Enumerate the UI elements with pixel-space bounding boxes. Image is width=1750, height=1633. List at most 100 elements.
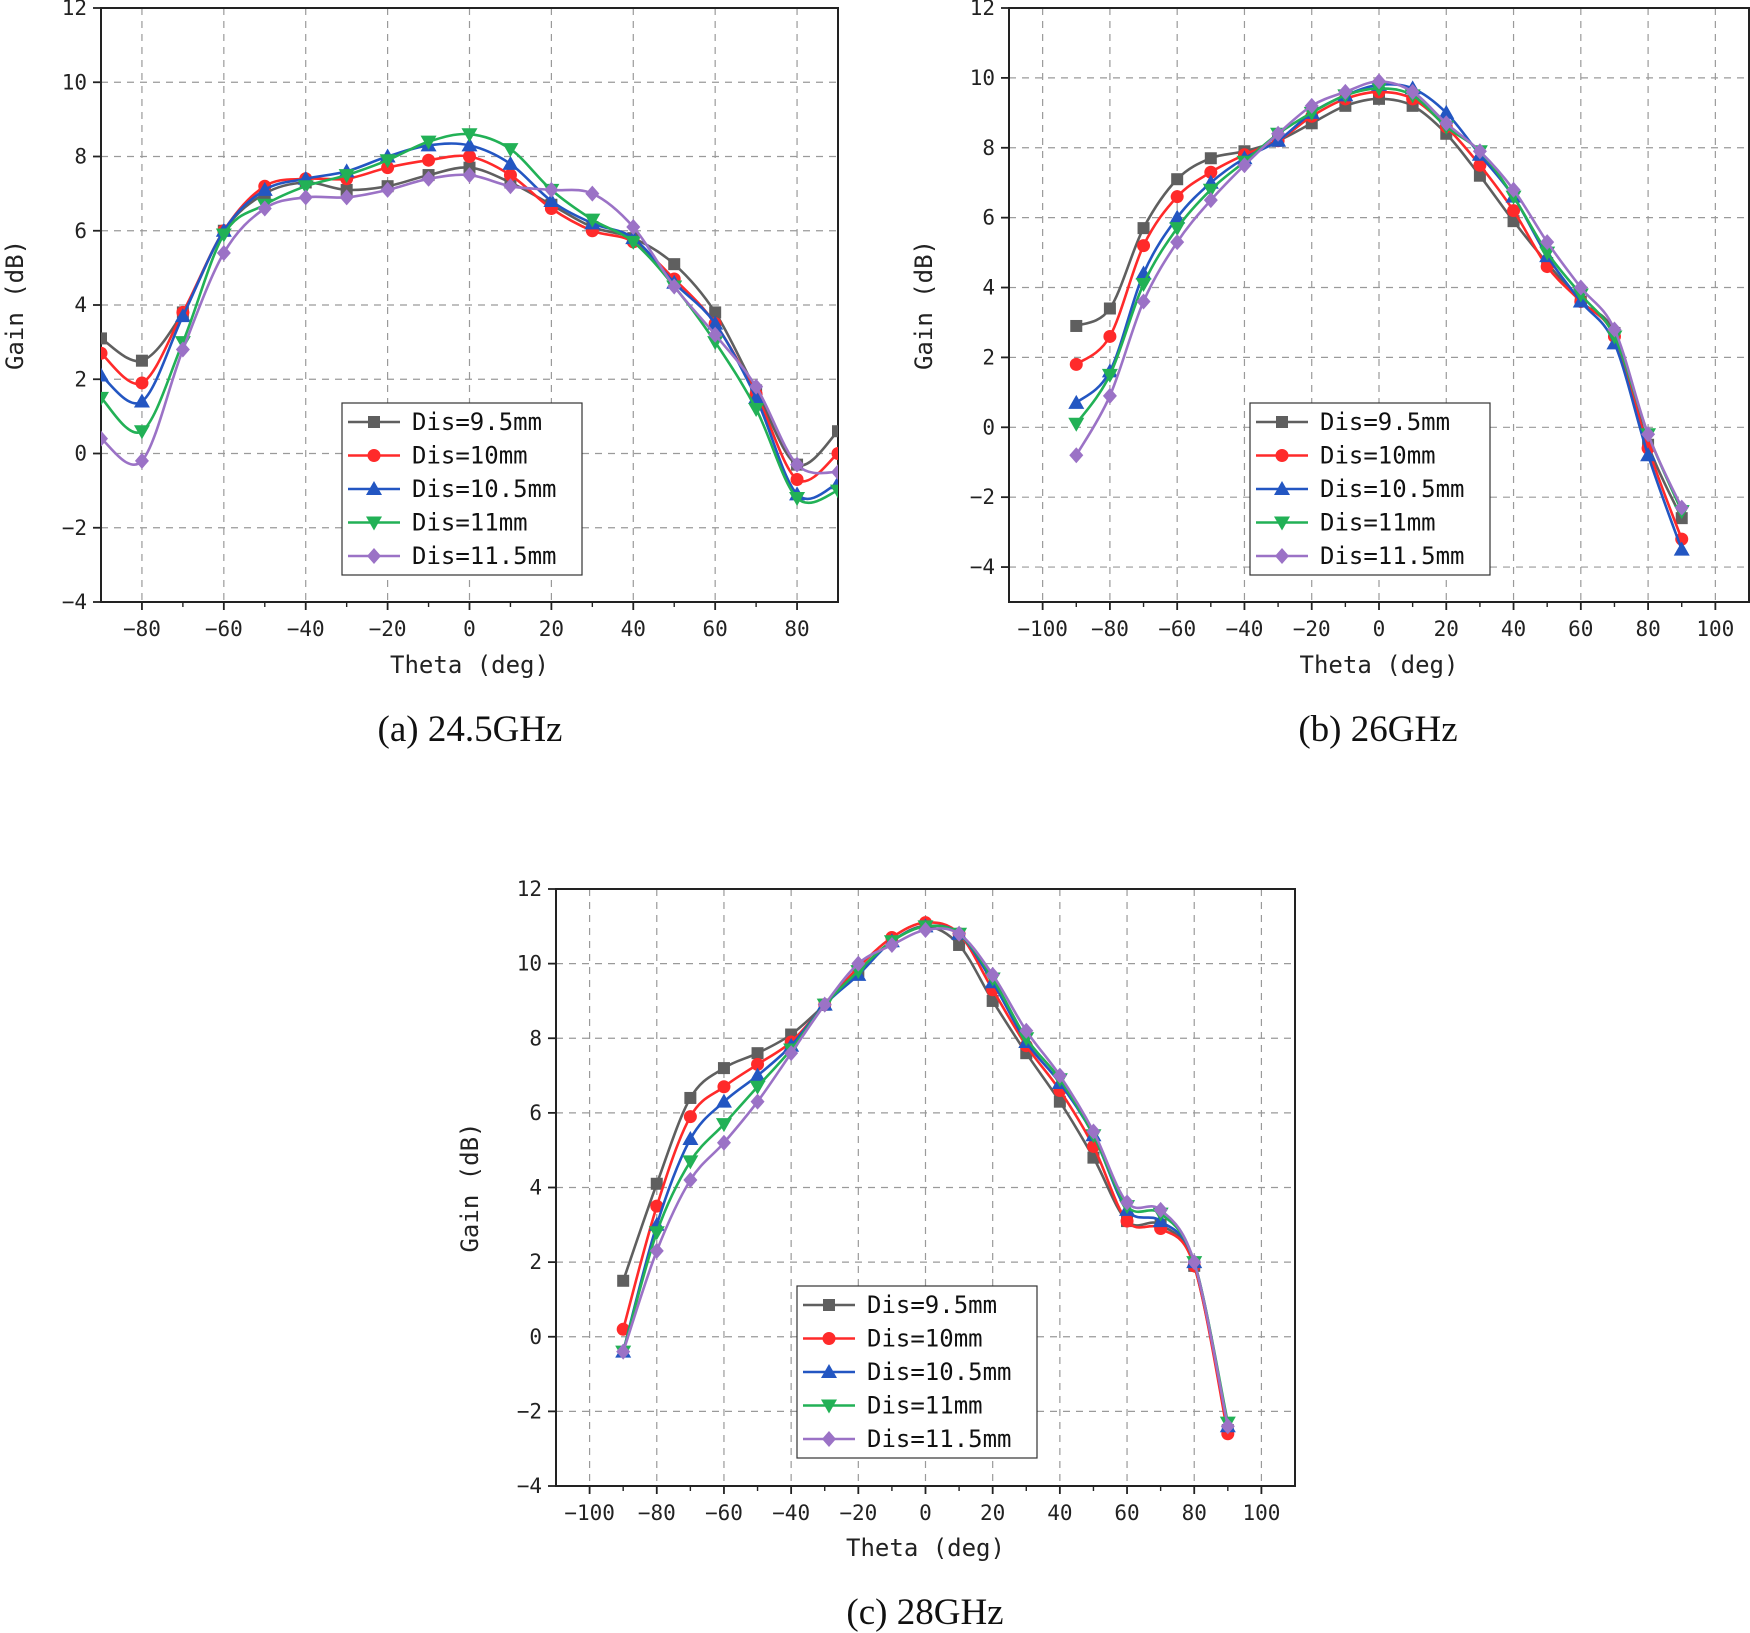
y-tick-label: 12 bbox=[517, 877, 542, 901]
data-point bbox=[617, 1274, 630, 1287]
data-point bbox=[1473, 158, 1487, 172]
y-tick-label: 10 bbox=[517, 952, 542, 976]
data-point bbox=[1052, 1067, 1067, 1084]
data-point bbox=[817, 996, 832, 1013]
legend-label: Dis=11mm bbox=[1320, 509, 1436, 537]
y-tick-label: −4 bbox=[517, 1474, 542, 1498]
legend-item: Dis=11.5mm bbox=[348, 542, 557, 570]
data-point bbox=[749, 1067, 766, 1082]
data-point bbox=[1137, 239, 1151, 253]
data-point bbox=[751, 1057, 765, 1071]
data-point bbox=[1473, 169, 1486, 182]
x-tick-label: 100 bbox=[1242, 1501, 1280, 1525]
data-point bbox=[716, 1134, 731, 1151]
data-point bbox=[502, 155, 519, 170]
data-point bbox=[1220, 1418, 1235, 1435]
data-point bbox=[707, 315, 724, 330]
legend-item: Dis=10mm bbox=[803, 1325, 983, 1353]
data-point bbox=[379, 154, 396, 169]
y-tick-label: 12 bbox=[970, 0, 995, 20]
data-point bbox=[790, 472, 804, 486]
x-tick-label: −60 bbox=[205, 617, 243, 641]
legend-item: Dis=9.5mm bbox=[348, 408, 542, 436]
data-point bbox=[1372, 73, 1386, 90]
x-axis-title: Theta (deg) bbox=[390, 651, 549, 679]
data-point bbox=[831, 447, 838, 460]
y-tick-label: 4 bbox=[74, 293, 87, 317]
data-point bbox=[1101, 368, 1118, 383]
legend-marker bbox=[366, 481, 382, 495]
y-tick-label: 0 bbox=[529, 1325, 542, 1349]
x-tick-label: 60 bbox=[703, 617, 728, 641]
data-point bbox=[1305, 117, 1318, 130]
data-point bbox=[625, 235, 642, 250]
data-point bbox=[1135, 278, 1152, 293]
data-point bbox=[1540, 260, 1554, 274]
y-tick-label: 2 bbox=[74, 367, 87, 391]
data-point bbox=[1068, 417, 1085, 432]
x-tick-label: 100 bbox=[1696, 617, 1734, 641]
x-tick-label: 40 bbox=[621, 617, 646, 641]
legend-item: Dis=11.5mm bbox=[1256, 542, 1465, 570]
data-point bbox=[918, 922, 933, 939]
data-point bbox=[1169, 209, 1186, 224]
data-point bbox=[1019, 1022, 1034, 1039]
y-tick-label: 10 bbox=[970, 66, 995, 90]
data-point bbox=[683, 1110, 697, 1124]
data-point bbox=[174, 308, 191, 323]
legend-marker bbox=[367, 449, 381, 462]
x-tick-label: 0 bbox=[463, 617, 476, 641]
data-point bbox=[985, 966, 1000, 983]
data-point bbox=[1203, 192, 1218, 209]
data-point bbox=[216, 245, 231, 262]
legend: Dis=9.5mm Dis=10mm Dis=10.5mm Dis=11mm Dis=1… bbox=[341, 402, 583, 576]
legend-item: Dis=10.5mm bbox=[1256, 475, 1465, 503]
data-point bbox=[1439, 115, 1454, 132]
x-axis-title: Theta (deg) bbox=[1300, 651, 1459, 679]
data-point bbox=[1472, 143, 1487, 160]
data-point bbox=[750, 1093, 765, 1110]
legend-item: Dis=11mm bbox=[1256, 509, 1436, 537]
data-point bbox=[420, 135, 437, 150]
chart-panel-b: −100 −80 −60 −40 −20 0 20 40 60 80 100−4−202468101… bbox=[910, 0, 1750, 750]
data-point bbox=[1641, 426, 1656, 443]
y-tick-label: 0 bbox=[982, 415, 995, 439]
data-point bbox=[626, 219, 641, 236]
data-point bbox=[257, 200, 272, 217]
data-point bbox=[1187, 1254, 1202, 1271]
x-tick-label: −40 bbox=[1225, 617, 1263, 641]
ticks: −100 −80 −60 −40 −20 0 20 40 60 80 100−4−202468101… bbox=[970, 0, 1735, 641]
legend-marker bbox=[1275, 449, 1289, 462]
y-tick-label: −4 bbox=[62, 590, 87, 614]
ticks: −100 −80 −60 −40 −20 0 20 40 60 80 100−4−202468101… bbox=[517, 877, 1281, 1525]
data-point bbox=[135, 376, 149, 390]
y-tick-label: 8 bbox=[982, 136, 995, 160]
figure-caption: (c) 28GHz bbox=[846, 1592, 1003, 1633]
legend-marker bbox=[368, 416, 380, 428]
data-point bbox=[544, 181, 559, 198]
data-point bbox=[135, 354, 148, 367]
figure-caption: (b) 26GHz bbox=[1298, 709, 1457, 750]
x-tick-label: −80 bbox=[638, 1501, 676, 1525]
data-point bbox=[684, 1091, 697, 1104]
data-point bbox=[650, 1199, 664, 1213]
legend-label: Dis=9.5mm bbox=[1320, 408, 1450, 436]
data-point bbox=[1438, 104, 1455, 119]
legend-marker bbox=[823, 1299, 835, 1311]
x-tick-label: 20 bbox=[1434, 617, 1459, 641]
x-tick-label: 20 bbox=[539, 617, 564, 641]
legend-label: Dis=9.5mm bbox=[412, 408, 542, 436]
data-point bbox=[749, 378, 764, 395]
data-point bbox=[1237, 157, 1252, 174]
data-point bbox=[1102, 387, 1117, 404]
data-point bbox=[101, 332, 107, 345]
data-point bbox=[952, 925, 967, 942]
data-point bbox=[709, 306, 722, 319]
data-point bbox=[585, 185, 600, 202]
data-point bbox=[832, 425, 838, 438]
data-point bbox=[789, 492, 806, 507]
y-axis-title: Gain (dB) bbox=[1, 240, 29, 370]
legend-marker bbox=[822, 1431, 836, 1447]
data-point bbox=[1507, 204, 1521, 218]
